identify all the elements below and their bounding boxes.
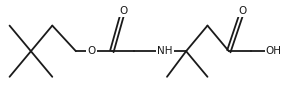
Text: NH: NH <box>157 46 173 56</box>
Text: OH: OH <box>266 46 282 56</box>
Text: O: O <box>88 46 96 56</box>
Text: O: O <box>238 6 246 16</box>
Text: O: O <box>119 6 127 16</box>
